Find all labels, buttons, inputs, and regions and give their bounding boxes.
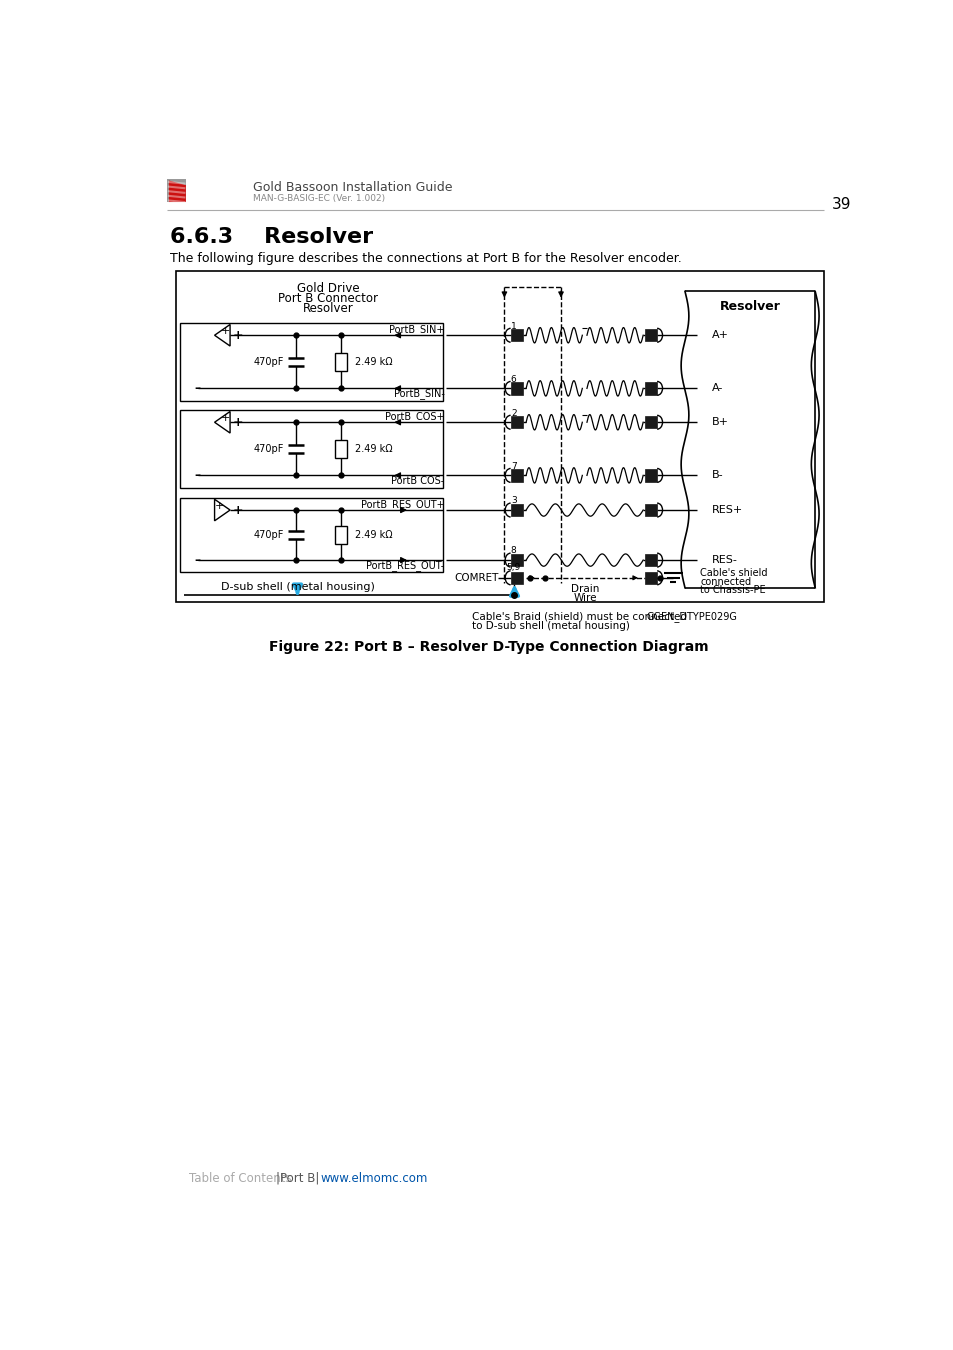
Text: B-: B- xyxy=(711,470,723,481)
Text: 470pF: 470pF xyxy=(253,444,283,454)
Text: 5,9: 5,9 xyxy=(506,563,520,572)
Bar xyxy=(179,323,443,401)
Text: PortB_RES_OUT-: PortB_RES_OUT- xyxy=(366,560,444,571)
Text: –: – xyxy=(194,468,200,482)
Text: 7: 7 xyxy=(510,462,517,471)
Text: 2.49 kΩ: 2.49 kΩ xyxy=(355,444,392,454)
Text: RES-: RES- xyxy=(711,555,738,566)
Bar xyxy=(179,410,443,487)
Polygon shape xyxy=(169,181,186,202)
Text: –: – xyxy=(194,554,200,567)
Text: 39: 39 xyxy=(831,197,851,212)
Text: The following figure describes the connections at Port B for the Resolver encode: The following figure describes the conne… xyxy=(170,251,680,265)
Text: 1: 1 xyxy=(510,321,517,331)
Polygon shape xyxy=(167,180,186,202)
Bar xyxy=(510,416,522,428)
Text: Wire: Wire xyxy=(573,593,597,603)
Bar xyxy=(644,470,657,482)
Text: –: – xyxy=(194,382,200,396)
Text: Gold Drive: Gold Drive xyxy=(297,282,359,294)
Text: 6: 6 xyxy=(510,375,517,383)
Text: PortB_SIN-: PortB_SIN- xyxy=(394,389,444,400)
Bar xyxy=(644,329,657,342)
Text: PortB COS-: PortB COS- xyxy=(391,475,444,486)
Text: RES+: RES+ xyxy=(711,505,742,516)
Text: 2: 2 xyxy=(511,409,516,417)
Bar xyxy=(644,504,657,516)
Text: connected: connected xyxy=(700,576,751,587)
Text: A+: A+ xyxy=(711,331,728,340)
Text: +: + xyxy=(233,416,243,429)
Text: 3: 3 xyxy=(510,497,517,505)
Text: to Chassis-PE: to Chassis-PE xyxy=(700,585,765,595)
Bar xyxy=(510,382,522,394)
Text: +: + xyxy=(233,504,243,517)
Text: Table of Contents: Table of Contents xyxy=(189,1172,292,1185)
Text: 470pF: 470pF xyxy=(253,356,283,367)
Text: 2.49 kΩ: 2.49 kΩ xyxy=(355,356,392,367)
Text: +: + xyxy=(214,501,224,512)
Text: |Port B|: |Port B| xyxy=(275,1172,319,1185)
Text: 8: 8 xyxy=(510,547,517,555)
Text: Cable's Braid (shield) must be connected: Cable's Braid (shield) must be connected xyxy=(472,612,686,621)
Text: GGEN_DTYPE029G: GGEN_DTYPE029G xyxy=(645,610,737,622)
Bar xyxy=(510,504,522,516)
Bar xyxy=(335,440,347,458)
Text: PortB_RES_OUT+: PortB_RES_OUT+ xyxy=(361,500,444,510)
Text: B+: B+ xyxy=(711,417,728,427)
Bar xyxy=(644,571,657,585)
Text: +: + xyxy=(220,327,230,336)
Text: 6.6.3    Resolver: 6.6.3 Resolver xyxy=(170,227,373,247)
Bar xyxy=(510,554,522,566)
Text: 470pF: 470pF xyxy=(253,531,283,540)
Text: PortB_SIN+: PortB_SIN+ xyxy=(389,324,444,335)
Text: Port B Connector: Port B Connector xyxy=(278,292,378,305)
Text: D-sub shell (metal housing): D-sub shell (metal housing) xyxy=(220,582,374,593)
Polygon shape xyxy=(214,324,230,346)
Bar xyxy=(510,329,522,342)
Bar xyxy=(644,382,657,394)
Text: MAN-G-BASIG-EC (Ver. 1.002): MAN-G-BASIG-EC (Ver. 1.002) xyxy=(253,193,384,202)
Polygon shape xyxy=(214,500,230,521)
Bar xyxy=(644,554,657,566)
Bar xyxy=(510,470,522,482)
Text: Drain: Drain xyxy=(571,583,599,594)
Polygon shape xyxy=(214,412,230,433)
Text: +: + xyxy=(220,413,230,424)
Text: A-: A- xyxy=(711,383,722,393)
Bar xyxy=(335,525,347,544)
Text: PortB_COS+: PortB_COS+ xyxy=(385,412,444,423)
Text: Figure 22: Port B – Resolver D-Type Connection Diagram: Figure 22: Port B – Resolver D-Type Conn… xyxy=(269,640,708,655)
Bar xyxy=(335,352,347,371)
Bar xyxy=(510,571,522,585)
Text: Cable's shield: Cable's shield xyxy=(700,568,767,578)
Text: Resolver: Resolver xyxy=(303,302,354,315)
Text: Gold Bassoon Installation Guide: Gold Bassoon Installation Guide xyxy=(253,181,452,194)
Text: to D-sub shell (metal housing): to D-sub shell (metal housing) xyxy=(472,621,629,630)
Bar xyxy=(179,498,443,572)
Text: +: + xyxy=(233,329,243,342)
Bar xyxy=(175,271,822,602)
Text: www.elmomc.com: www.elmomc.com xyxy=(320,1172,428,1185)
Bar xyxy=(644,416,657,428)
Text: 2.49 kΩ: 2.49 kΩ xyxy=(355,531,392,540)
Text: Resolver: Resolver xyxy=(719,300,780,313)
Text: COMRET: COMRET xyxy=(455,572,498,583)
